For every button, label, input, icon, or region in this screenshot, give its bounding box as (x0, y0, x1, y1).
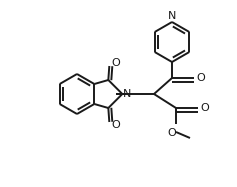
Text: O: O (201, 103, 209, 113)
Text: N: N (123, 89, 132, 99)
Text: O: O (168, 128, 176, 138)
Text: O: O (111, 120, 120, 130)
Text: O: O (111, 58, 120, 68)
Text: O: O (197, 73, 205, 83)
Text: N: N (168, 11, 176, 21)
